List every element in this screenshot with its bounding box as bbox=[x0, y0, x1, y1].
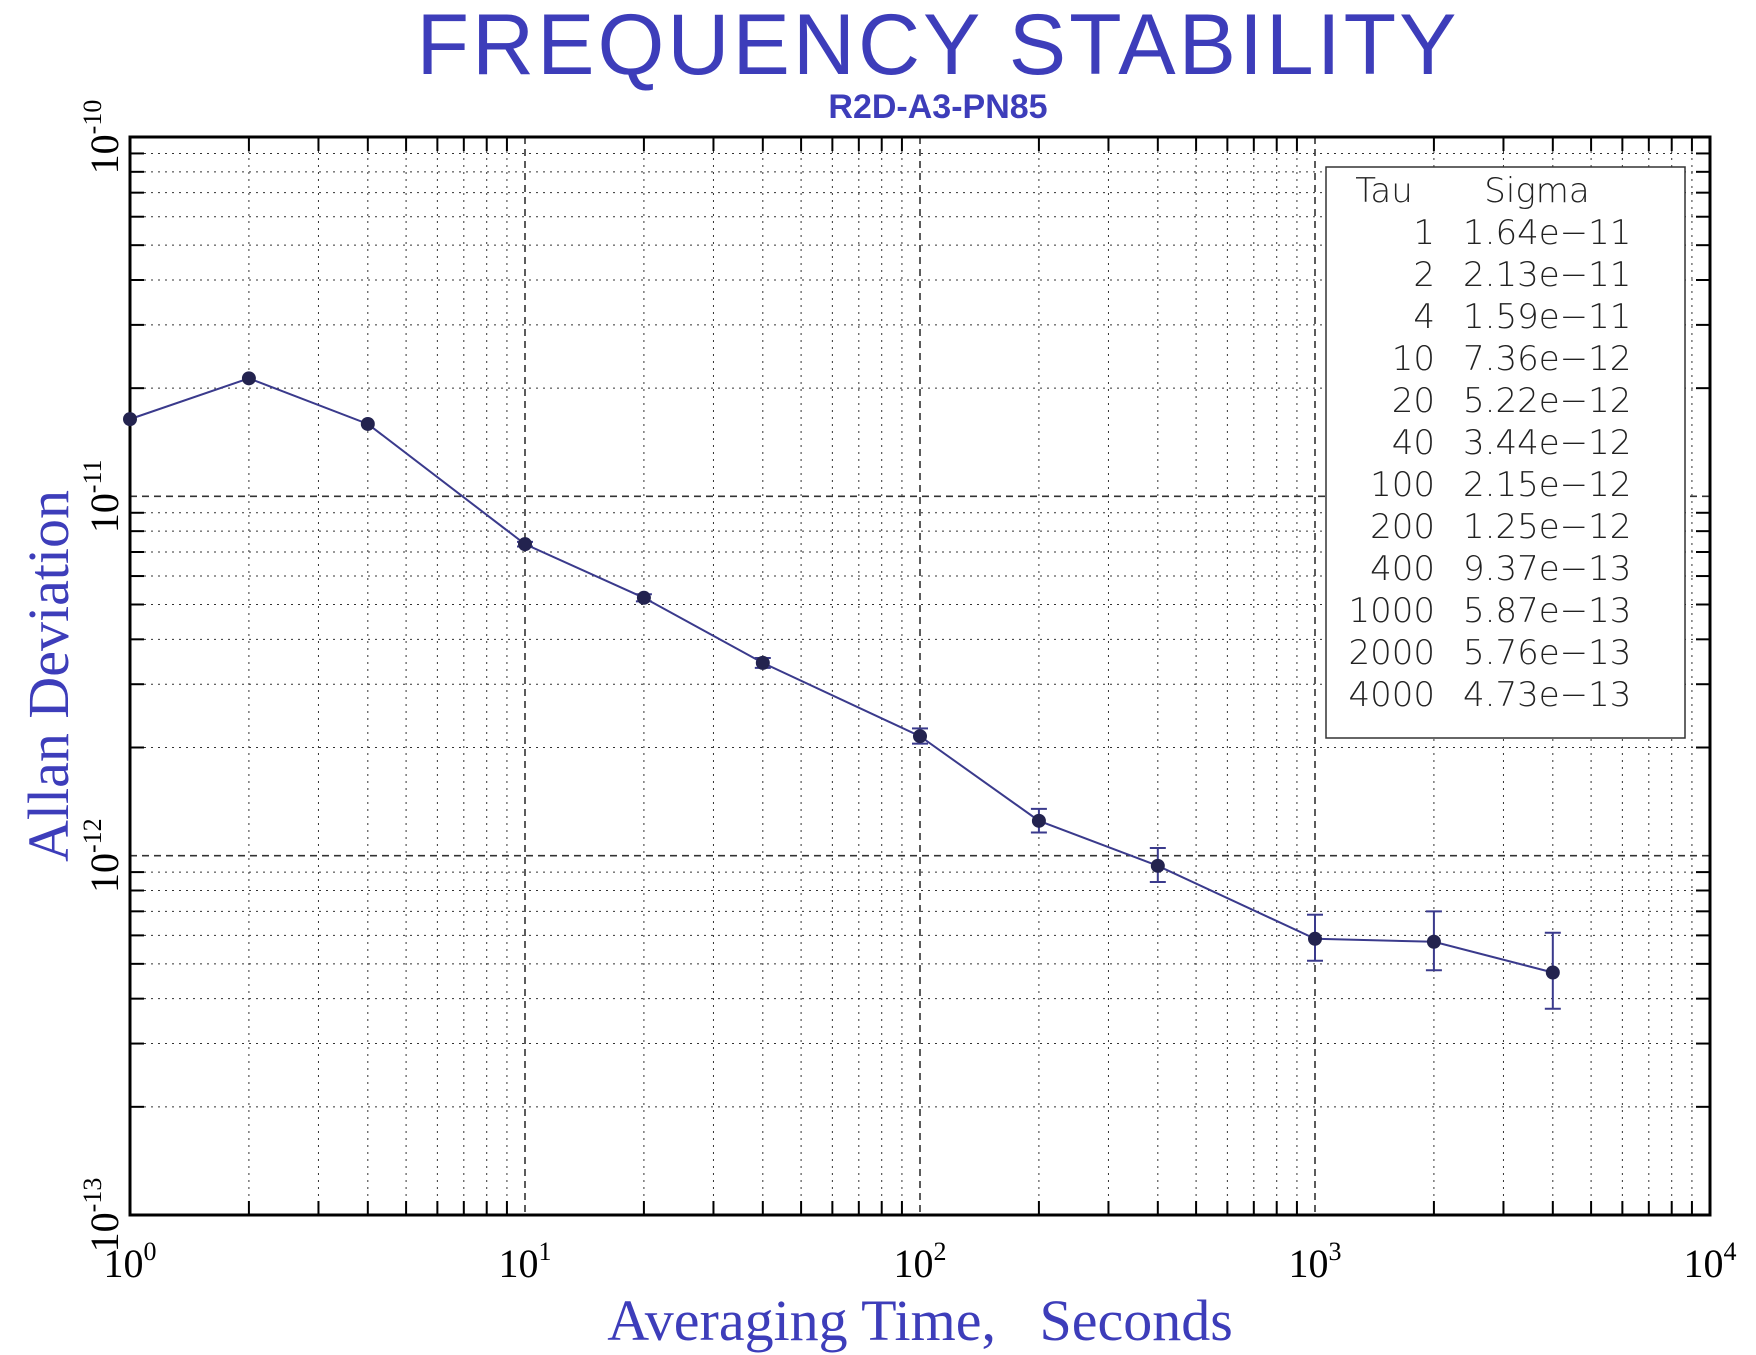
chart-title: FREQUENCY STABILITY bbox=[416, 0, 1459, 93]
legend-header-tau: Tau bbox=[1355, 171, 1413, 211]
legend-sigma-value: 9.37e−13 bbox=[1463, 549, 1631, 589]
data-table-legend: Tau Sigma 1 1.64e−11 2 2.13e−11 4 1.59e−11 10 7.3… bbox=[1325, 166, 1686, 739]
x-tick-label: 103 bbox=[1289, 1237, 1342, 1286]
legend-sigma-value: 3.44e−12 bbox=[1463, 423, 1631, 463]
y-tick-label: 10-10 bbox=[78, 100, 127, 175]
data-point bbox=[1150, 858, 1165, 873]
legend-header-sigma: Sigma bbox=[1484, 171, 1589, 211]
data-point bbox=[1545, 965, 1560, 980]
legend-tau-value: 2 bbox=[1413, 255, 1435, 295]
legend-frame bbox=[1325, 166, 1686, 739]
legend-tau-value: 10 bbox=[1392, 339, 1435, 379]
legend-tau-value: 400 bbox=[1370, 549, 1435, 589]
data-point bbox=[518, 537, 532, 552]
legend-tau-value: 20 bbox=[1392, 381, 1435, 421]
y-tick-label: 10-13 bbox=[78, 1178, 127, 1253]
legend-tau-value: 1000 bbox=[1348, 591, 1435, 631]
series-layer bbox=[123, 371, 1561, 1010]
legend-sigma-value: 1.64e−11 bbox=[1463, 213, 1631, 253]
data-point bbox=[360, 416, 375, 431]
data-point bbox=[913, 729, 927, 744]
legend-sigma-value: 2.15e−12 bbox=[1463, 465, 1631, 505]
legend-tau-value: 4000 bbox=[1348, 675, 1435, 715]
legend-tau-value: 4 bbox=[1413, 297, 1435, 337]
x-tick-label: 104 bbox=[1684, 1237, 1737, 1286]
axis-ticks bbox=[130, 137, 1710, 1215]
plot-frame bbox=[128, 135, 1712, 1217]
legend-sigma-value: 1.25e−12 bbox=[1463, 507, 1631, 547]
data-point bbox=[636, 590, 651, 605]
chart-subtitle: R2D-A3-PN85 bbox=[828, 88, 1047, 126]
data-point bbox=[755, 655, 770, 670]
legend-rows: Tau Sigma 1 1.64e−11 2 2.13e−11 4 1.59e−11 10 7.3… bbox=[1348, 171, 1631, 715]
x-tick-label: 100 bbox=[104, 1237, 157, 1286]
legend-sigma-value: 7.36e−12 bbox=[1463, 339, 1631, 379]
data-point bbox=[123, 412, 137, 427]
legend-sigma-value: 1.59e−11 bbox=[1463, 297, 1631, 337]
data-point bbox=[1031, 813, 1046, 828]
series-line bbox=[129, 377, 1554, 974]
data-point bbox=[241, 371, 256, 386]
legend-sigma-value: 5.87e−13 bbox=[1463, 591, 1631, 631]
y-axis-title: Allan Deviation bbox=[16, 490, 81, 862]
legend-sigma-value: 2.13e−11 bbox=[1463, 255, 1631, 295]
y-tick-label: 10-11 bbox=[78, 459, 127, 533]
legend-tau-value: 200 bbox=[1370, 507, 1435, 547]
legend-sigma-value: 5.22e−12 bbox=[1463, 381, 1631, 421]
legend-sigma-value: 5.76e−13 bbox=[1463, 633, 1631, 673]
legend-sigma-value: 4.73e−13 bbox=[1463, 675, 1631, 715]
x-tick-label: 101 bbox=[499, 1237, 552, 1286]
legend-tau-value: 40 bbox=[1392, 423, 1435, 463]
legend-tau-value: 1 bbox=[1413, 213, 1435, 253]
legend-tau-value: 100 bbox=[1370, 465, 1435, 505]
data-point bbox=[1426, 934, 1441, 949]
x-axis-title: Averaging Time, Seconds bbox=[607, 1288, 1233, 1353]
legend-tau-value: 2000 bbox=[1348, 633, 1435, 673]
data-point bbox=[1308, 931, 1322, 946]
y-tick-label: 10-12 bbox=[78, 818, 127, 893]
x-tick-label: 102 bbox=[894, 1237, 947, 1286]
